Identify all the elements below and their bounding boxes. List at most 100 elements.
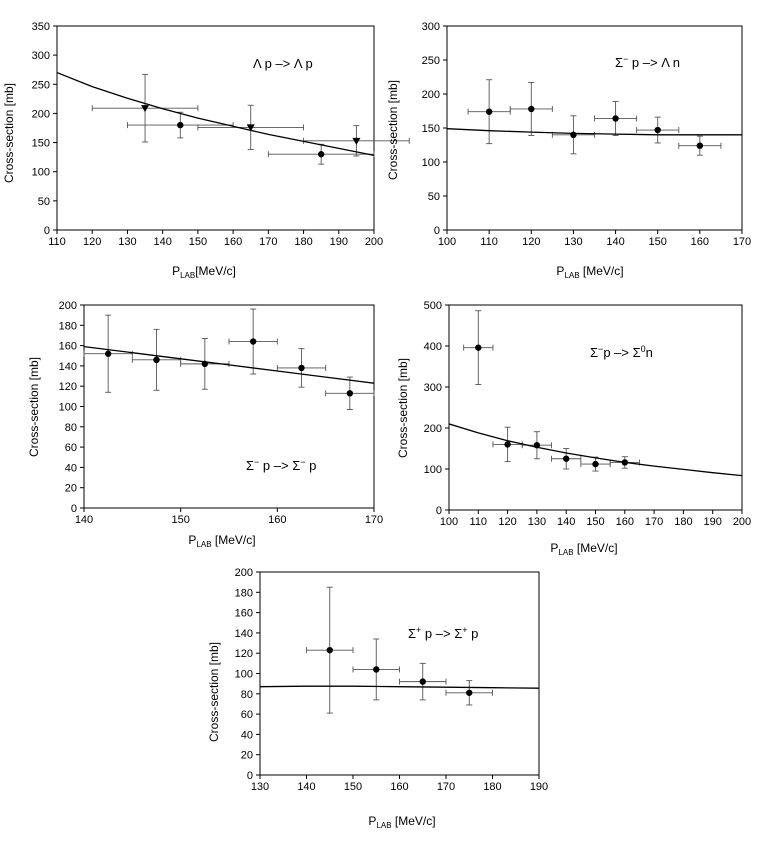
y-tick-label: 20: [241, 750, 253, 762]
x-tick-label: 160: [390, 781, 408, 793]
x-tick-label: 110: [470, 516, 488, 528]
plot-frame: [56, 25, 375, 231]
data-point: [298, 364, 305, 372]
y-tick-label: 250: [32, 79, 50, 91]
panel-sigma-minus-p-sigma-zero-n: 100 110 120 130 140 150 160 170 180 190 2000100200…: [396, 300, 751, 557]
y-tick-label: 160: [235, 608, 253, 620]
y-tick-label: 120: [235, 648, 253, 660]
y-tick-label: 40: [241, 729, 253, 741]
data-point: [466, 689, 473, 696]
y-tick-label: 200: [424, 423, 442, 435]
y-tick-label: 140: [235, 628, 253, 640]
x-tick-label: 120: [498, 516, 516, 528]
x-tick-label: 170: [733, 236, 751, 248]
reaction-label: Σ+ p –> Σ+ p: [408, 625, 478, 641]
x-tick-label: 170: [259, 236, 277, 248]
x-tick-label: 170: [645, 516, 663, 528]
data-point-triangle: [352, 137, 361, 145]
y-tick-label: 350: [32, 21, 50, 33]
x-tick-label: 130: [118, 236, 136, 248]
y-tick-label: 60: [65, 442, 77, 454]
data-point: [592, 460, 599, 468]
y-tick-label: 0: [44, 225, 50, 237]
data-point-triangle: [246, 124, 255, 132]
data-point: [485, 108, 493, 115]
y-tick-label: 100: [422, 157, 440, 169]
y-tick-label: 500: [424, 300, 442, 312]
data-point: [528, 105, 535, 113]
x-tick-label: 190: [530, 781, 548, 793]
y-tick-label: 100: [32, 167, 50, 179]
data-point: [612, 115, 619, 122]
x-tick-label: 130: [528, 516, 546, 528]
x-tick-label: 140: [557, 516, 575, 528]
plot-frame: [448, 304, 743, 511]
y-tick-label: 60: [241, 709, 253, 721]
y-tick-label: 50: [38, 196, 50, 208]
y-tick-label: 80: [241, 689, 253, 701]
y-tick-label: 150: [32, 138, 50, 150]
data-point: [177, 121, 184, 129]
model-curve: [260, 685, 539, 689]
data-point: [373, 666, 380, 673]
y-axis-label: Cross-section [mb]: [207, 642, 221, 742]
x-axis-label: PLAB [MeV/c]: [368, 814, 435, 830]
x-tick-label: 140: [153, 236, 171, 248]
x-tick-label: 140: [75, 514, 93, 526]
y-tick-label: 0: [71, 503, 77, 515]
x-tick-label: 160: [616, 516, 634, 528]
y-tick-label: 200: [32, 108, 50, 120]
y-tick-label: 50: [428, 191, 440, 203]
data-point: [475, 344, 482, 351]
y-tick-label: 300: [32, 50, 50, 62]
plot-frame: [259, 571, 540, 776]
x-tick-label: 190: [330, 236, 348, 248]
y-tick-label: 20: [65, 483, 77, 495]
y-tick-label: 200: [235, 567, 253, 579]
x-tick-label: 200: [733, 516, 751, 528]
y-tick-label: 160: [59, 341, 77, 353]
y-axis-label: Cross-section [mb]: [2, 83, 16, 183]
x-tick-label: 190: [704, 516, 722, 528]
reaction-label: Λ p –> Λ p: [253, 56, 313, 71]
y-tick-label: 400: [424, 341, 442, 353]
model-curve: [57, 71, 374, 157]
data-point: [696, 142, 704, 149]
data-point: [419, 678, 426, 685]
y-tick-label: 0: [247, 770, 253, 782]
y-tick-label: 200: [422, 89, 440, 101]
data-point: [104, 350, 112, 357]
x-tick-label: 130: [564, 236, 582, 248]
data-point: [654, 126, 661, 134]
x-tick-label: 150: [649, 236, 667, 248]
panel-sigma-minus-p-lambda-n: 100 110 120 130 140 150 160 170 0 50 100 150 200 250 3…: [386, 21, 751, 280]
y-tick-label: 100: [424, 464, 442, 476]
x-tick-label: 150: [189, 236, 207, 248]
x-axis-label: PLAB[MeV/c]: [172, 264, 236, 280]
x-tick-label: 150: [344, 781, 362, 793]
y-tick-label: 100: [59, 402, 77, 414]
data-point: [326, 646, 333, 654]
data-point: [346, 390, 354, 397]
x-tick-label: 120: [522, 236, 540, 248]
x-tick-label: 150: [171, 514, 189, 526]
data-point: [249, 338, 257, 345]
y-tick-label: 80: [65, 422, 77, 434]
y-tick-label: 180: [235, 587, 253, 599]
x-tick-label: 110: [480, 236, 498, 248]
x-tick-label: 110: [48, 236, 66, 248]
y-tick-label: 40: [65, 462, 77, 474]
x-tick-label: 160: [268, 514, 286, 526]
x-tick-label: 180: [294, 236, 312, 248]
y-tick-label: 250: [422, 55, 440, 67]
y-tick-label: 0: [434, 225, 440, 237]
x-axis-label: PLAB [MeV/c]: [188, 533, 255, 549]
x-tick-label: 100: [440, 516, 458, 528]
reaction-label: Σ− p –> Σ− p: [246, 457, 316, 473]
reaction-label: Σ− p –> Λ n: [615, 54, 680, 70]
x-tick-label: 100: [438, 236, 456, 248]
reaction-label: Σ−p –> Σ0n: [590, 344, 653, 360]
x-tick-label: 170: [437, 781, 455, 793]
y-axis-label: Cross-section [mb]: [27, 357, 41, 457]
